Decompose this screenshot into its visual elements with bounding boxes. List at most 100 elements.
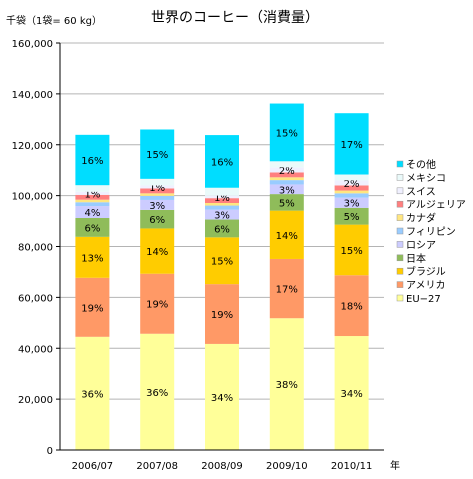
bar-data-label: 14% [146, 247, 168, 258]
legend-swatch [396, 294, 404, 302]
bar-data-label: 3% [214, 211, 230, 222]
bar-segment [75, 199, 110, 203]
y-tick-label: 0 [47, 446, 53, 457]
legend-swatch [396, 267, 404, 275]
bar-segment [205, 343, 239, 450]
y-tick-label: 20,000 [18, 395, 53, 406]
bar-segment [334, 224, 369, 276]
x-tick-label: 2008/09 [201, 461, 243, 472]
legend-entry: アメリカ [406, 280, 446, 292]
y-axis-ticks: 0 20,000 40,000 60,000 80,000 100,000 120,000 1… [12, 39, 60, 457]
bar-data-label: 6% [84, 223, 100, 234]
x-axis-label: 年 [390, 459, 400, 472]
x-tick-label: 2010/11 [331, 461, 373, 472]
legend-swatch [396, 241, 404, 248]
bar-data-label: 6% [214, 224, 230, 235]
bar-data-label: 16% [211, 157, 233, 168]
x-tick-label: 2007/08 [136, 461, 178, 472]
bar-data-label: 5% [344, 212, 360, 223]
bar-data-label: 18% [340, 302, 362, 313]
bar-segment [205, 135, 239, 188]
bar-segment [269, 318, 304, 450]
bar-segment [140, 188, 175, 194]
legend-swatch [396, 227, 404, 235]
y-tick-label: 160,000 [12, 39, 53, 50]
bar-segment [205, 187, 239, 196]
legend-entry: フィリピン [406, 226, 456, 238]
bar-segment [334, 207, 369, 225]
bar-segment [75, 134, 110, 186]
bar-segment [205, 195, 239, 199]
bar-data-label: 2% [279, 166, 295, 177]
y-tick-label: 60,000 [18, 293, 53, 304]
bar-data-label: 38% [276, 380, 298, 391]
bar-segment [75, 236, 110, 278]
bar-segment [334, 190, 369, 194]
bar-data-label: 1% [149, 183, 165, 194]
bar-segment [205, 209, 239, 220]
bar-segment [334, 174, 369, 181]
bar-segment [140, 129, 175, 179]
legend-entry: メキシコ [406, 173, 446, 184]
bar-segment [334, 336, 369, 450]
bar-segment [269, 167, 304, 173]
bar-segment [140, 333, 175, 450]
bar-segment [269, 172, 304, 178]
axes [59, 43, 384, 451]
legend-swatch [396, 281, 404, 288]
bar-data-label: 2% [344, 179, 360, 190]
y-tick-label: 40,000 [18, 344, 53, 355]
chart-title: 世界のコーヒー（消費量） [151, 10, 319, 26]
bar-segment [334, 180, 369, 186]
bar-data-label: 13% [81, 253, 103, 264]
legend-swatch [396, 160, 404, 168]
bar-data-label: 17% [276, 285, 298, 296]
legend-entry: ロシア [406, 240, 436, 251]
bar-segment [334, 193, 369, 198]
bar-data-label: 15% [146, 150, 168, 161]
bar-segment [269, 177, 304, 181]
bar-segment [140, 209, 175, 229]
bar-segment [269, 194, 304, 211]
legend-swatch [396, 174, 404, 181]
bar-data-label: 17% [340, 140, 362, 151]
bar-data-label: 19% [211, 310, 233, 321]
bar-data-label: 19% [146, 300, 168, 311]
bar-data-label: 34% [340, 389, 362, 400]
bar-segment [334, 275, 369, 337]
bar-data-label: 15% [340, 246, 362, 257]
x-tick-label: 2006/07 [72, 461, 114, 472]
legend-entry: スイス [406, 187, 436, 198]
bar-segment [75, 185, 110, 192]
legend-swatch [396, 187, 404, 195]
bar-segment [75, 206, 110, 219]
bar-segment [205, 237, 239, 285]
bar-segment [205, 284, 239, 344]
y-tick-label: 140,000 [12, 90, 53, 101]
bar-segment [140, 195, 175, 200]
legend-entry: EU−27 [406, 294, 441, 305]
bar-data-label: 1% [84, 189, 100, 200]
bar-data-label: 6% [149, 215, 165, 226]
bar-segment [140, 199, 175, 210]
bar-segment [75, 277, 110, 337]
bar-segment [334, 197, 369, 208]
bar-data-label: 5% [279, 198, 295, 209]
bar-segment [140, 185, 175, 189]
bar-segment [205, 203, 239, 206]
bar-segment [334, 185, 369, 191]
y-tick-label: 120,000 [12, 141, 53, 152]
bar-data-label: 16% [81, 156, 103, 167]
bars: 36% 19% 13% 6% 4% 1% 16% 36% 19% 14% 6% 3% 1% 15% 34% 1… [75, 103, 369, 450]
y-tick-label: 100,000 [12, 192, 53, 203]
bar-segment [75, 336, 110, 450]
bar-segment [269, 103, 304, 162]
bar-segment [269, 161, 304, 168]
bar-segment [205, 205, 239, 210]
bar-segment [269, 180, 304, 185]
bar-segment [140, 273, 175, 334]
bar-data-label: 15% [276, 128, 298, 139]
bar-data-label: 36% [81, 389, 103, 400]
bar-segment [140, 193, 175, 196]
